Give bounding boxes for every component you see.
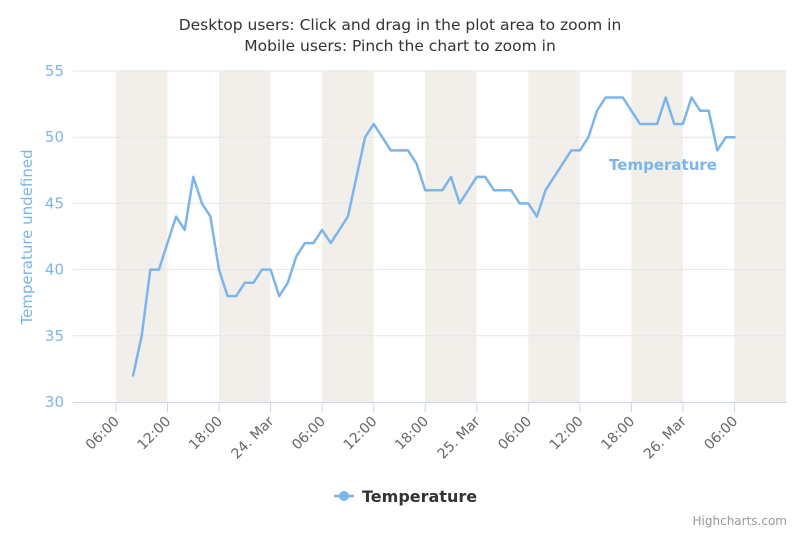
- x-tick-label: 18:00: [392, 414, 432, 454]
- temperature-series-line[interactable]: [131, 96, 736, 377]
- x-tick-label: 12:00: [547, 414, 587, 454]
- night-band: [425, 71, 477, 402]
- night-band: [528, 71, 580, 402]
- y-tick-label: 55: [45, 62, 64, 80]
- y-tick-label: 30: [45, 393, 64, 411]
- legend-marker-icon: [339, 491, 349, 501]
- x-tick-label: 06:00: [495, 414, 535, 454]
- x-tick-label: 06:00: [83, 414, 123, 454]
- y-tick-label: 50: [45, 128, 64, 146]
- x-tick-label: 25. Mar: [435, 413, 484, 462]
- x-tick-label: 06:00: [289, 414, 329, 454]
- y-axis-ticks: 30 35 40 45 50 55: [45, 62, 64, 411]
- subtitle-line-1: Desktop users: Click and drag in the plo…: [179, 16, 622, 34]
- y-tick-label: 45: [45, 194, 64, 212]
- y-tick-label: 35: [45, 327, 64, 345]
- night-bands: [115, 71, 786, 402]
- x-tick-label: 18:00: [186, 414, 226, 454]
- night-band: [631, 71, 683, 402]
- night-band: [219, 71, 271, 402]
- x-tick-label: 18:00: [598, 414, 638, 454]
- legend-label: Temperature: [362, 487, 477, 506]
- y-axis-label: Temperature undefined: [18, 149, 36, 325]
- night-band: [115, 71, 168, 402]
- night-band: [322, 71, 374, 402]
- legend-item-temperature[interactable]: Temperature: [334, 487, 477, 506]
- x-tick-label: 24. Mar: [229, 413, 278, 462]
- series-label: Temperature: [609, 156, 717, 174]
- x-tick-label: 06:00: [701, 414, 741, 454]
- x-tick-label: 12:00: [134, 414, 174, 454]
- night-band: [734, 71, 786, 402]
- x-axis-ticks: 06:00 12:00 18:00 24. Mar 06:00 12:00 18:00 25.…: [83, 402, 741, 462]
- x-tick-label: 12:00: [341, 414, 381, 454]
- credits-link[interactable]: Highcharts.com: [693, 514, 787, 528]
- x-tick-label: 26. Mar: [641, 413, 690, 462]
- y-tick-label: 40: [45, 261, 64, 279]
- subtitle-line-2: Mobile users: Pinch the chart to zoom in: [244, 37, 556, 55]
- grid-lines: [73, 70, 786, 337]
